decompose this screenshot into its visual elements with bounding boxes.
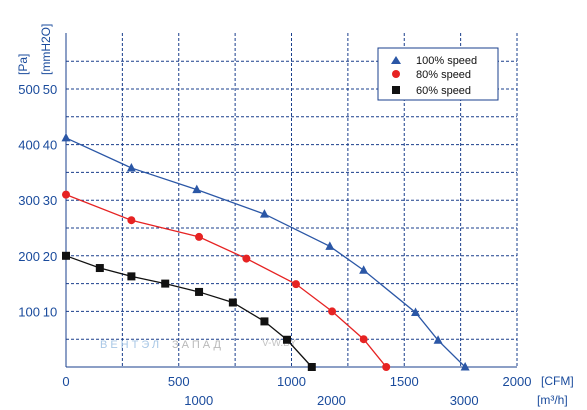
data-point-triangle xyxy=(126,162,136,172)
x-tick-m3h: 1000 xyxy=(184,393,213,408)
y-tick-right: 40 xyxy=(43,138,57,153)
y-tick-right: 20 xyxy=(43,249,57,264)
series-line-1 xyxy=(65,194,387,368)
data-point-square xyxy=(228,298,237,307)
y-unit-right: [mmH2O] xyxy=(39,24,53,75)
y-tick-right: 50 xyxy=(43,82,57,97)
legend-square-icon xyxy=(392,86,400,94)
data-point-circle xyxy=(382,363,391,371)
axis-units: [Pa] [mmH2O] [CFM] [m³/h] xyxy=(16,24,574,407)
data-point-square xyxy=(62,251,70,260)
x-tick-cfm: 2000 xyxy=(503,374,532,389)
data-point-square xyxy=(95,264,104,273)
x-tick-cfm: 1000 xyxy=(277,374,306,389)
data-point-circle xyxy=(62,190,70,199)
x-unit-top: [CFM] xyxy=(541,374,574,388)
data-point-square xyxy=(127,272,136,281)
data-point-square xyxy=(195,287,204,296)
data-point-triangle xyxy=(359,265,369,274)
y-unit-left: [Pa] xyxy=(16,54,30,75)
x-tick-m3h: 2000 xyxy=(317,393,346,408)
data-point-triangle xyxy=(61,132,71,142)
watermark-left: ВЕНТЭЛ xyxy=(100,339,162,351)
y-tick-left: 100 xyxy=(18,304,40,319)
y-tick-left: 300 xyxy=(18,193,40,208)
data-point-square xyxy=(260,317,269,326)
data-point-square xyxy=(307,363,316,371)
data-point-triangle xyxy=(411,307,421,317)
legend-triangle-icon xyxy=(391,56,401,64)
y-tick-left: 200 xyxy=(18,249,40,264)
data-point-square xyxy=(282,335,291,344)
data-point-circle xyxy=(242,254,251,263)
x-tick-cfm: 500 xyxy=(168,374,190,389)
data-point-triangle xyxy=(433,335,443,344)
x-tick-cfm: 0 xyxy=(62,374,69,389)
x-tick-cfm: 1500 xyxy=(390,374,419,389)
data-point-triangle xyxy=(460,362,470,371)
legend-label-80: 80% speed xyxy=(416,69,471,81)
data-point-circle xyxy=(328,307,337,316)
watermark-site: V-W.BY xyxy=(262,338,297,349)
data-point-circle xyxy=(195,232,204,241)
legend-circle-icon xyxy=(392,70,400,78)
series-line-0 xyxy=(65,137,466,368)
data-point-triangle xyxy=(259,209,269,218)
y-tick-right: 10 xyxy=(43,304,57,319)
data-point-circle xyxy=(127,216,136,225)
watermark: ВЕНТЭЛ ЗАПАД V-W.BY xyxy=(100,338,297,351)
y-tick-left: 500 xyxy=(18,82,40,97)
data-point-circle xyxy=(292,280,301,289)
x-unit-bottom: [m³/h] xyxy=(537,393,568,407)
y-tick-left: 400 xyxy=(18,138,40,153)
data-point-circle xyxy=(359,335,368,344)
legend-label-60: 60% speed xyxy=(416,85,471,97)
data-point-triangle xyxy=(325,241,335,250)
data-point-square xyxy=(161,279,170,288)
x-tick-m3h: 3000 xyxy=(450,393,479,408)
y-tick-right: 30 xyxy=(43,193,57,208)
watermark-right: ЗАПАД xyxy=(172,339,224,351)
legend-label-100: 100% speed xyxy=(416,55,477,67)
legend: 100% speed 80% speed 60% speed xyxy=(377,47,499,101)
data-point-triangle xyxy=(192,184,202,194)
series xyxy=(61,132,470,371)
